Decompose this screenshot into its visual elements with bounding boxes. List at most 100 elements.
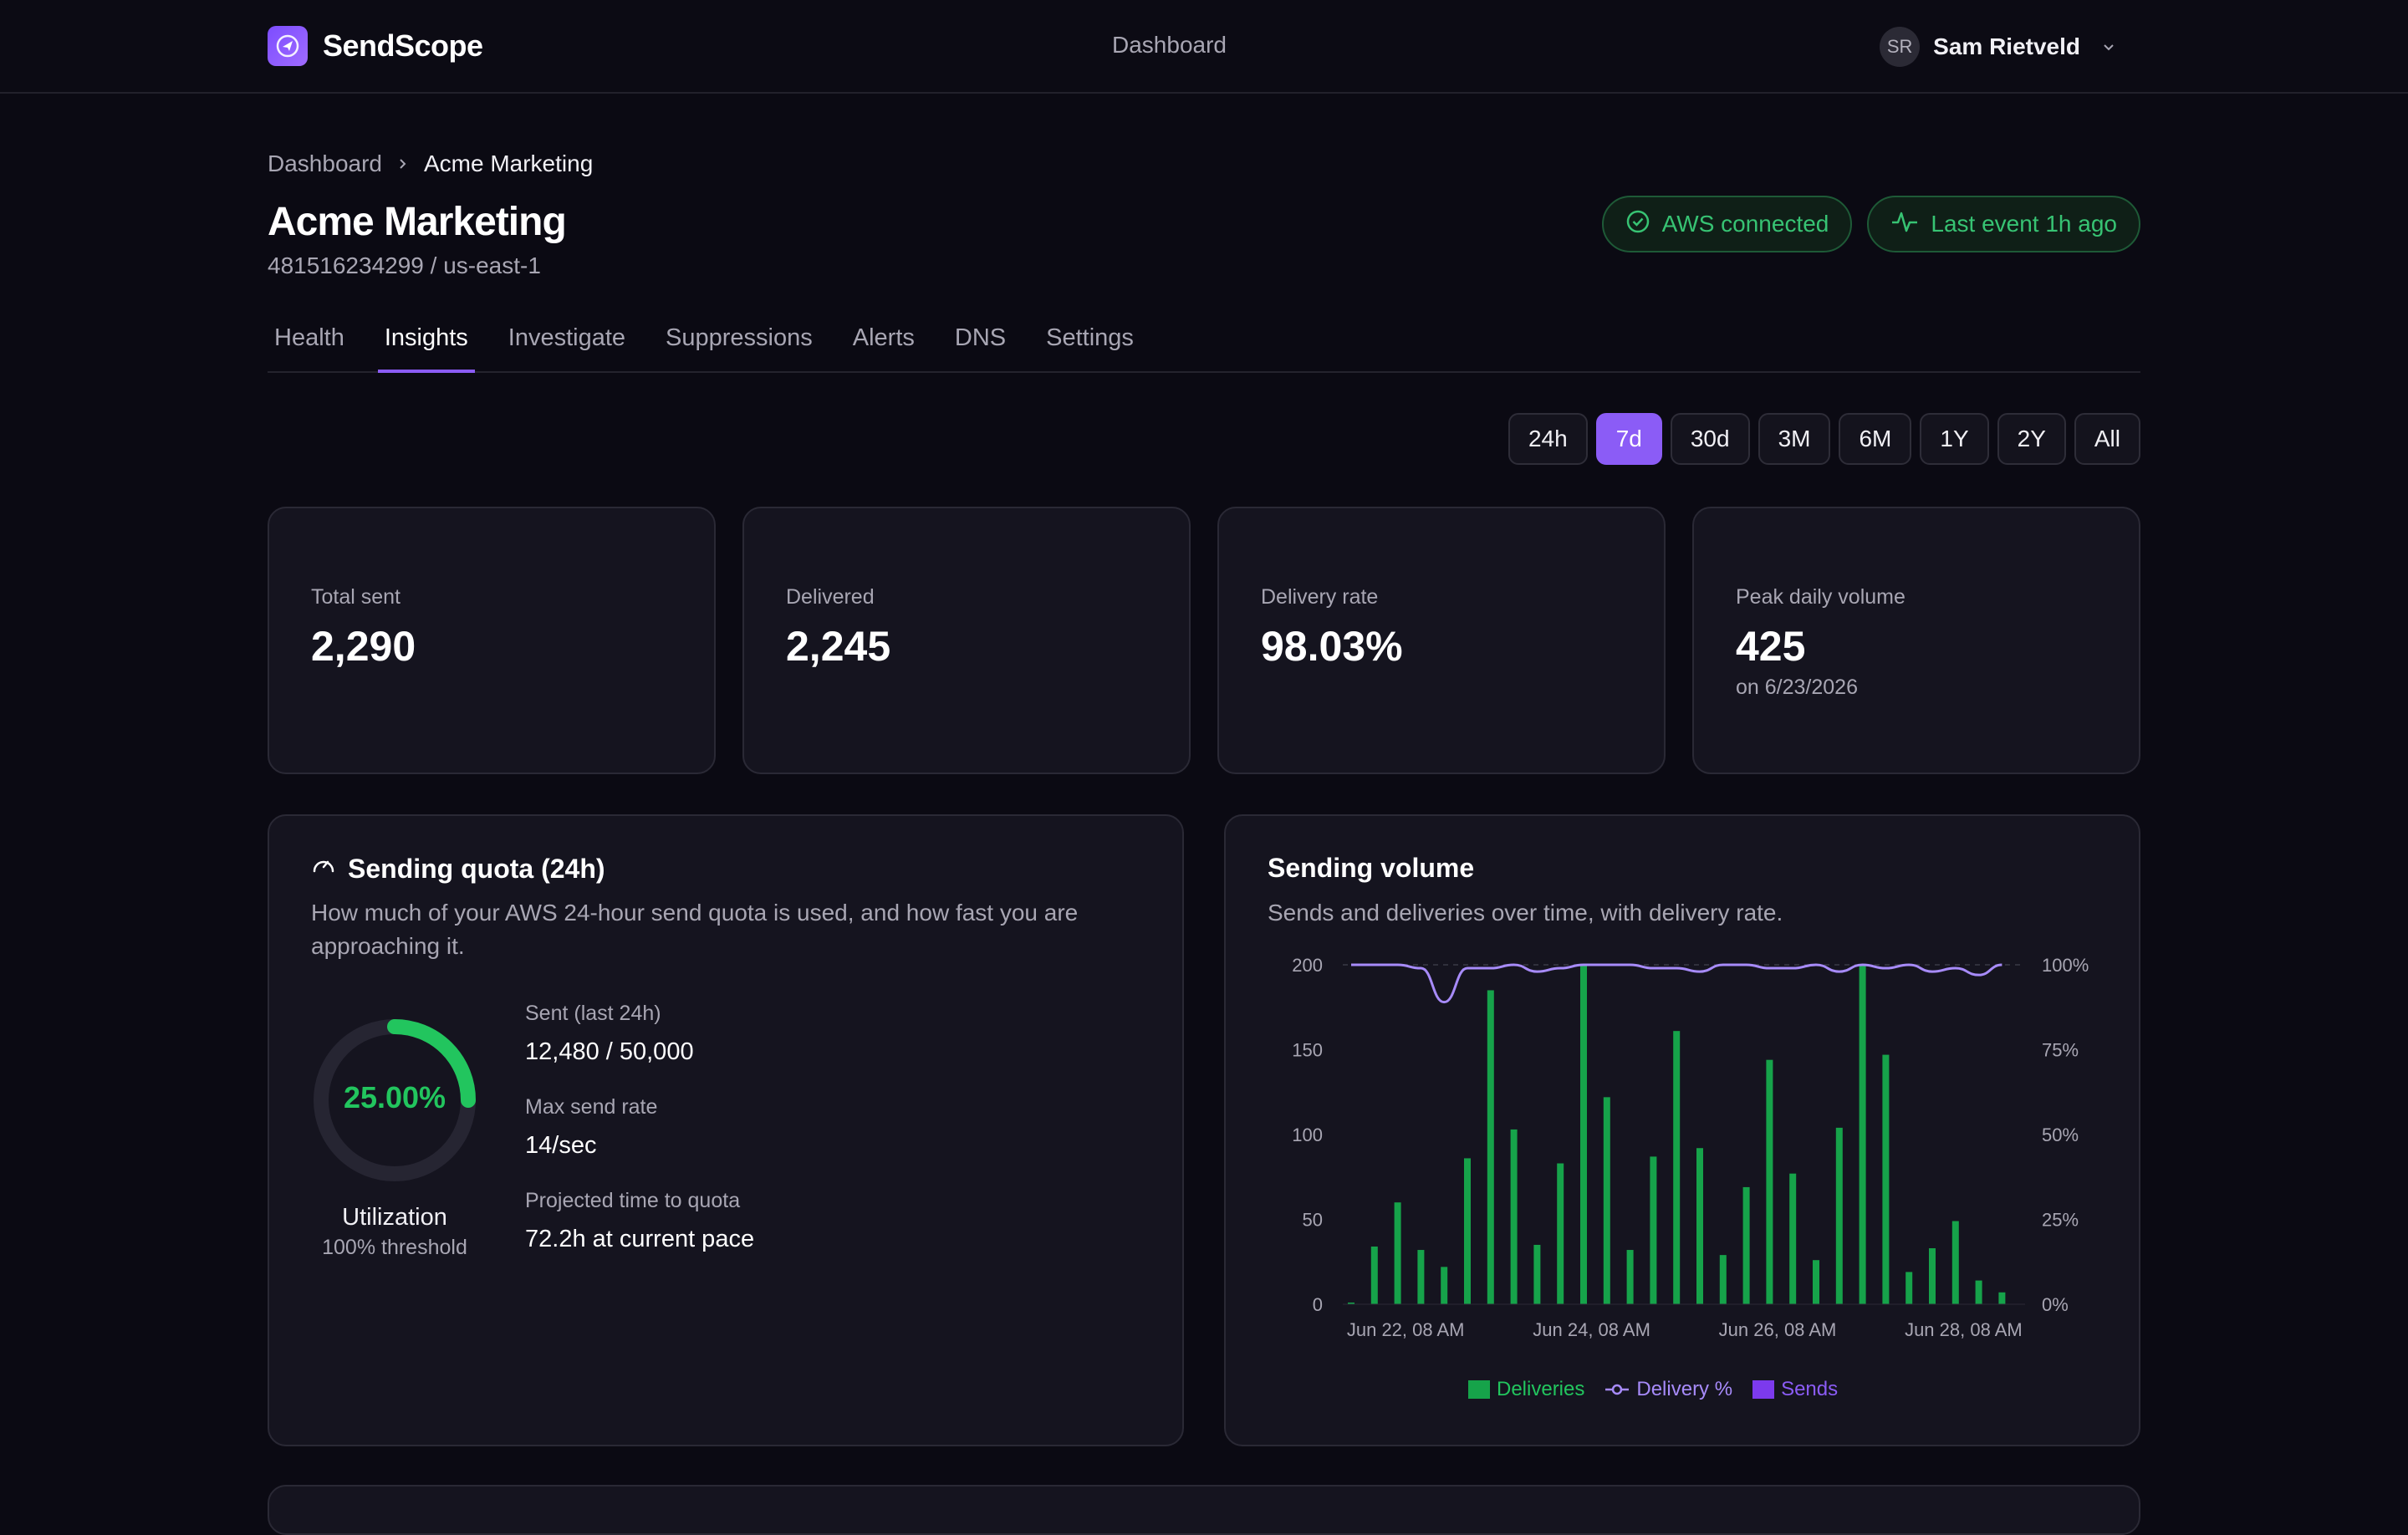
volume-description: Sends and deliveries over time, with del… [1268,900,1783,926]
y-tick-label-left: 50 [1303,1210,1323,1231]
stat-card-peak-daily-volume: Peak daily volume 425 on 6/23/2026 [1692,507,2140,774]
bar-deliveries [1719,1255,1727,1304]
y-tick-label-left: 100 [1292,1124,1323,1145]
page-subtitle: 481516234299 / us-east-1 [268,252,541,278]
bar-deliveries [1998,1292,2006,1304]
x-tick-label: Jun 26, 08 AM [1719,1319,1837,1340]
utilization-value: 25.00% [343,1080,446,1114]
breadcrumb-parent[interactable]: Dashboard [268,150,382,176]
bar-deliveries [1348,1302,1354,1304]
y-tick-label-left: 0 [1313,1294,1323,1315]
stat-card-delivered: Delivered 2,245 [742,507,1191,774]
bar-deliveries [1650,1156,1657,1304]
legend-item-sends[interactable]: Sends [1752,1378,1838,1401]
stat-card-delivery-rate: Delivery rate 98.03% [1217,507,1666,774]
legend-swatch [1752,1380,1775,1399]
bar-deliveries [1789,1173,1797,1304]
bar-deliveries [1557,1163,1564,1304]
stat-label: Total sent [311,585,401,609]
metric-label: Max send rate [525,1095,658,1119]
volume-title: Sending volume [1268,853,1475,883]
legend-item-deliveries[interactable]: Deliveries [1468,1378,1584,1401]
legend-line-swatch [1605,1384,1630,1395]
metric-value: 14/sec [525,1132,597,1159]
logo-icon [268,26,308,66]
tab-health[interactable]: Health [274,324,344,351]
status-badges: AWS connected Last event 1h ago [1601,196,2140,252]
metric-label: Projected time to quota [525,1189,741,1212]
utilization-label: Utilization [342,1204,447,1231]
bar-deliveries [1394,1202,1401,1304]
bar-deliveries [1580,965,1587,1304]
y-tick-label-right: 25% [2042,1210,2079,1231]
chevron-right-icon [395,150,411,177]
bar-deliveries [1533,1244,1541,1304]
sending-volume-chart: 0 50 100 150 200 0% 25% 50% 75% 100% Jun 22, 08 AM… [1292,955,2089,1340]
bar-deliveries [1929,1248,1936,1304]
status-badge-last-event: Last event 1h ago [1867,196,2140,252]
status-badge-aws: AWS connected [1601,196,1853,252]
stat-value: 2,245 [786,623,891,670]
metric-value: 12,480 / 50,000 [525,1038,694,1065]
bar-deliveries [1510,1129,1518,1304]
stat-label: Peak daily volume [1736,585,1905,609]
legend-label: Deliveries [1497,1378,1585,1400]
tab-settings[interactable]: Settings [1046,324,1134,351]
range-24h-button[interactable]: 24h [1508,413,1588,465]
x-tick-label: Jun 28, 08 AM [1905,1319,2023,1340]
stat-value: 98.03% [1261,623,1403,670]
tab-insights[interactable]: Insights [377,314,475,373]
range-2y-button[interactable]: 2Y [1997,413,2066,465]
range-3m-button[interactable]: 3M [1758,413,1831,465]
status-badge-label: AWS connected [1661,211,1829,237]
y-tick-label-right: 50% [2042,1124,2079,1145]
bar-deliveries [1951,1221,1959,1304]
tab-investigate[interactable]: Investigate [508,324,626,351]
range-all-button[interactable]: All [2074,413,2140,465]
breadcrumb: Dashboard Acme Marketing [268,150,593,177]
time-range-selector: 24h 7d 30d 3M 6M 1Y 2Y All [1508,413,2140,465]
status-badge-label: Last event 1h ago [1931,211,2117,237]
y-tick-label-left: 200 [1292,955,1323,976]
sending-volume-panel: Sending volume Sends and deliveries over… [1224,814,2140,1446]
x-tick-label: Jun 22, 08 AM [1347,1319,1465,1340]
nav-dashboard-link[interactable]: Dashboard [1112,32,1227,58]
tab-bar: Health Insights Investigate Suppressions… [268,314,2140,373]
bar-deliveries [1835,1127,1843,1304]
range-6m-button[interactable]: 6M [1839,413,1912,465]
legend-label: Delivery % [1636,1378,1733,1400]
check-circle-icon [1625,209,1650,240]
breadcrumb-current: Acme Marketing [423,150,594,176]
activity-icon [1890,209,1919,240]
tab-alerts[interactable]: Alerts [852,324,915,351]
bar-deliveries [1766,1059,1773,1304]
bar-deliveries [1905,1272,1913,1304]
chart-legend: Deliveries Delivery % Sends [1468,1378,1838,1401]
bar-deliveries [1742,1186,1750,1304]
range-7d-button[interactable]: 7d [1595,413,1662,465]
brand-name: SendScope [323,28,483,63]
legend-swatch [1468,1380,1490,1399]
stat-note: on 6/23/2026 [1736,676,1858,699]
avatar: SR [1880,27,1921,67]
gauge-fill [314,1019,476,1181]
range-1y-button[interactable]: 1Y [1920,413,1989,465]
stat-card-total-sent: Total sent 2,290 [268,507,716,774]
user-menu[interactable]: SR Sam Rietveld [1880,27,2119,67]
x-tick-label: Jun 24, 08 AM [1533,1319,1650,1340]
y-tick-label-right: 100% [2042,955,2089,976]
brand[interactable]: SendScope [268,26,483,66]
y-tick-label-right: 0% [2042,1294,2069,1315]
bar-deliveries [1487,990,1494,1304]
legend-item-delivery-pct[interactable]: Delivery % [1604,1378,1732,1401]
line-delivery-pct [1350,963,2002,1004]
bar-deliveries [1975,1280,1982,1304]
range-30d-button[interactable]: 30d [1670,413,1750,465]
quota-description: How much of your AWS 24-hour send quota … [311,900,1079,959]
stat-label: Delivery rate [1261,585,1379,609]
gauge-icon [311,853,336,885]
tab-suppressions[interactable]: Suppressions [666,324,813,351]
tab-dns[interactable]: DNS [954,324,1007,351]
bar-deliveries [1859,965,1866,1304]
stat-label: Delivered [786,585,875,609]
